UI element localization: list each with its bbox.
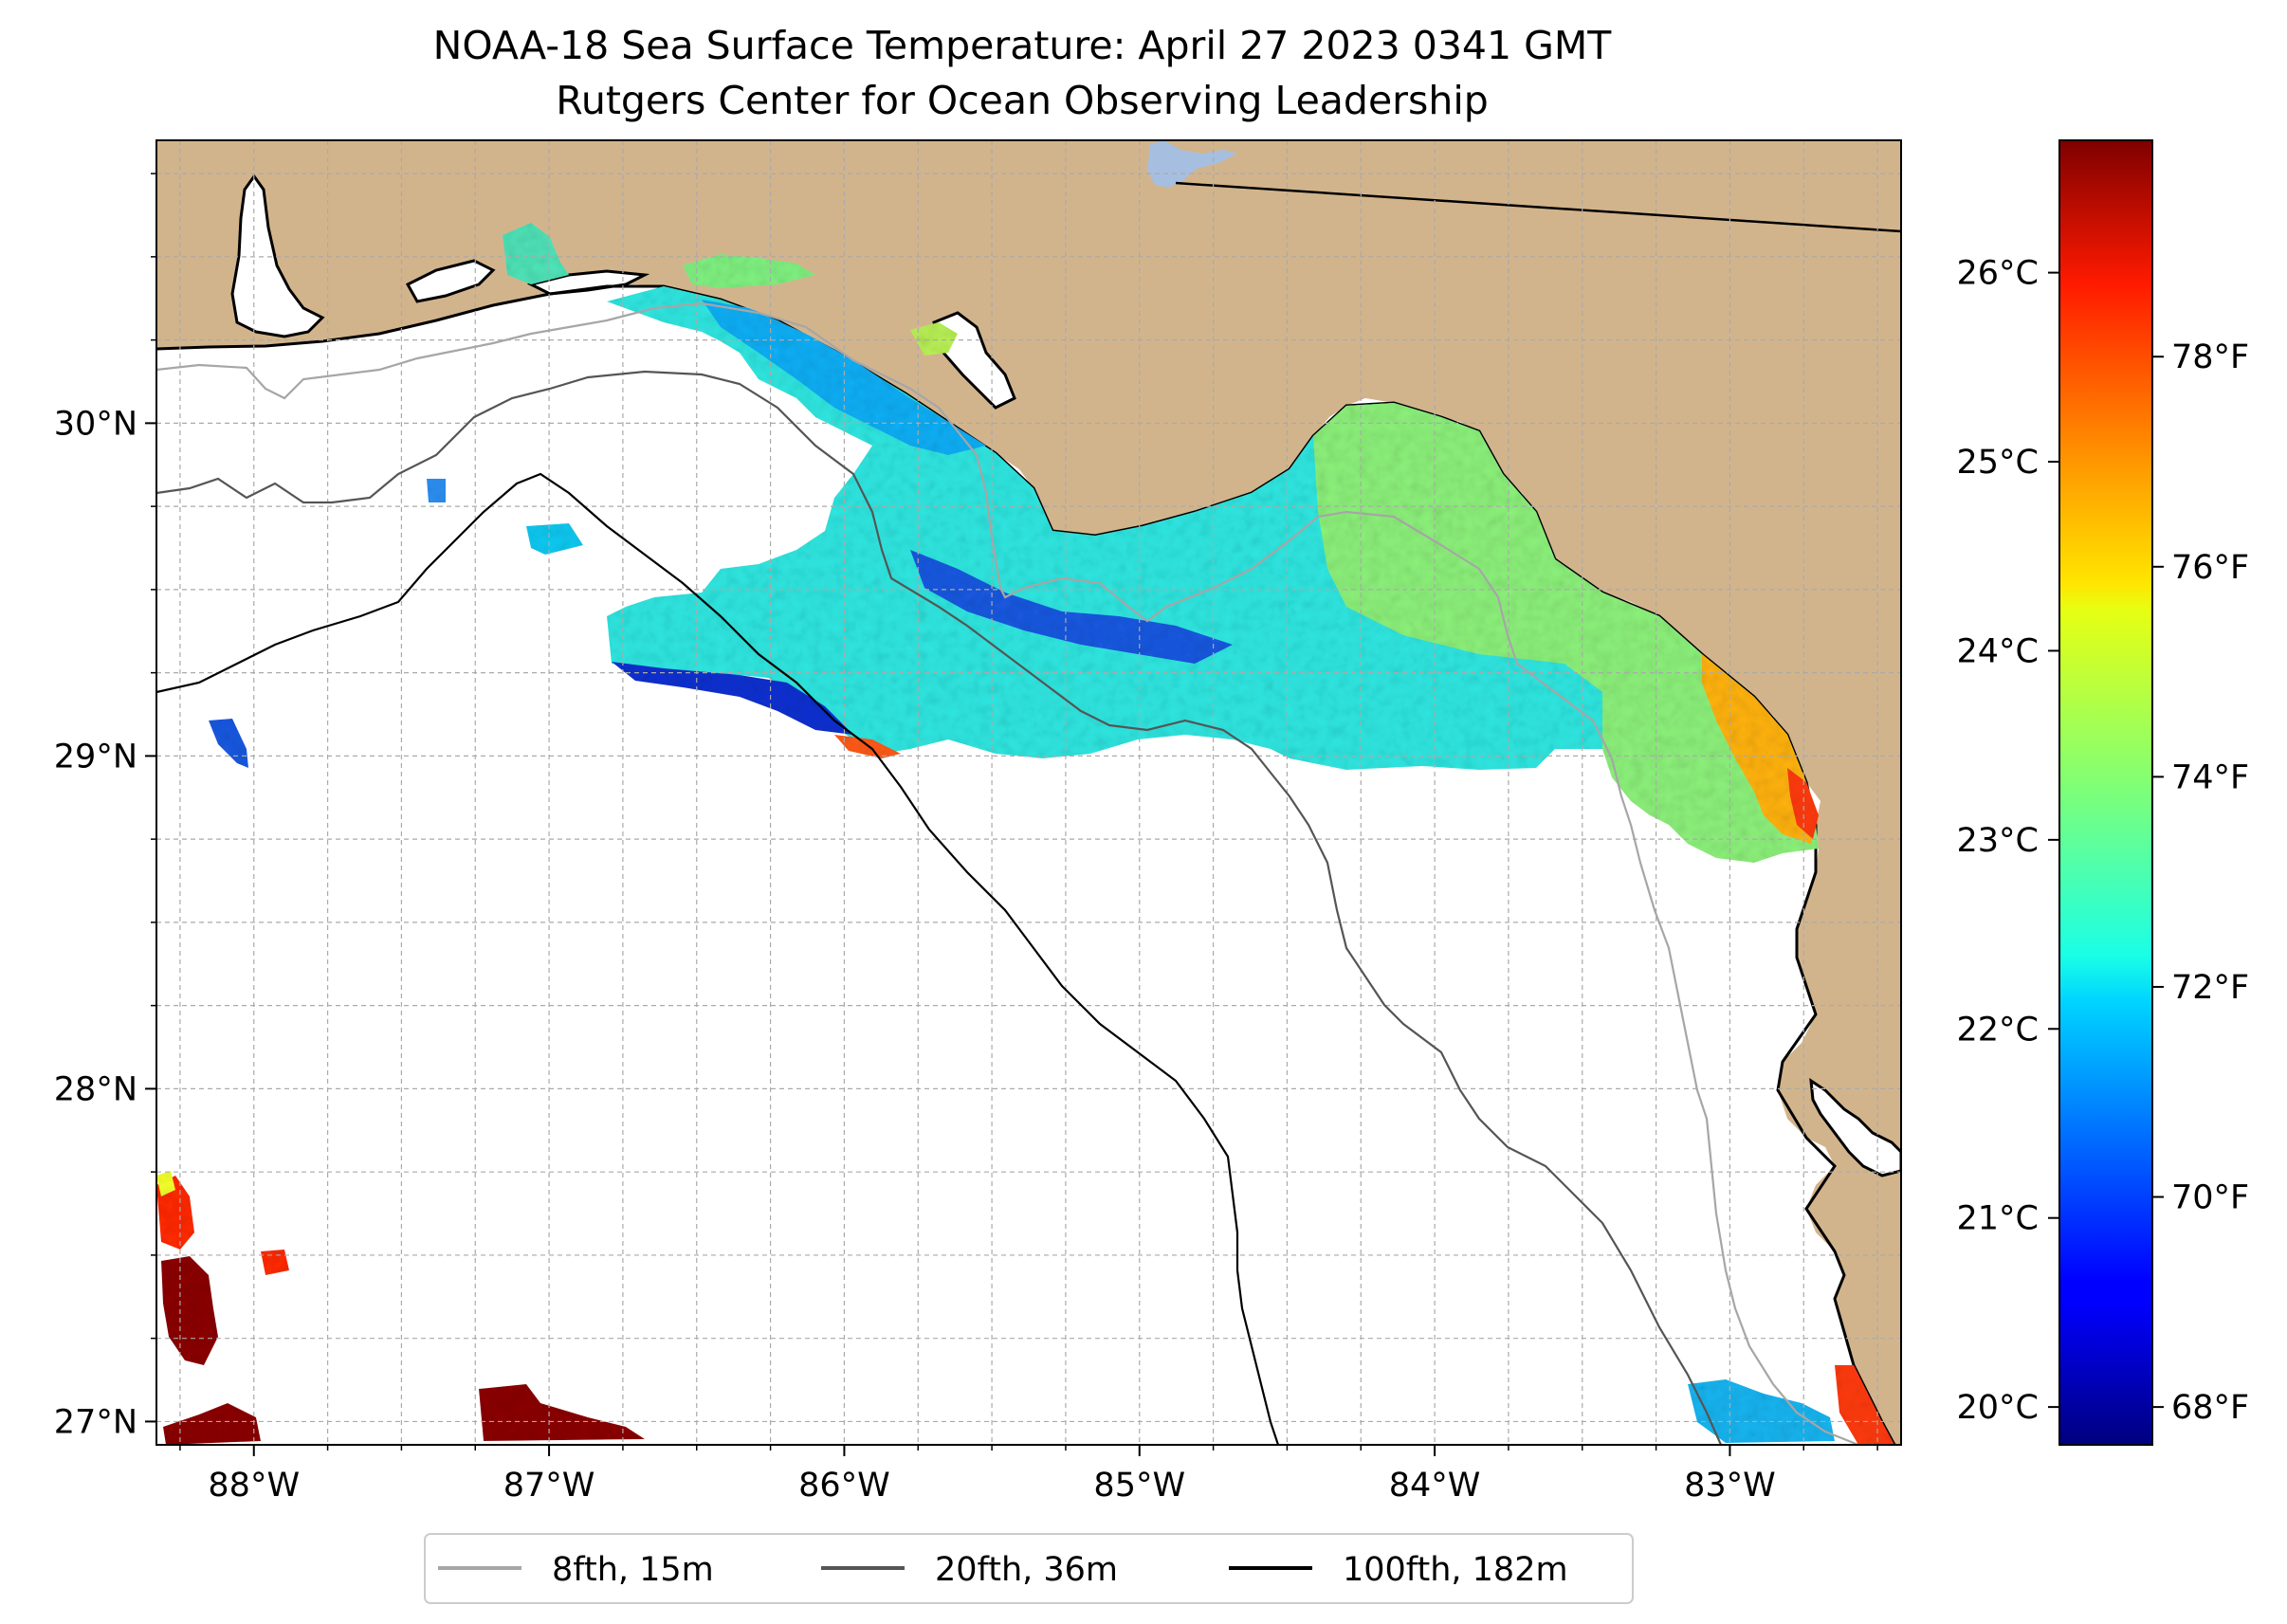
- colorbar-celsius-axis: 20°C 21°C 22°C 23°C 24°C 25°C 26°C: [1957, 255, 2059, 1427]
- sst-nearshore-band: [702, 300, 986, 455]
- sst-southern-edge: [612, 662, 853, 735]
- fahrenheit-tick-label: 78°F: [2171, 338, 2249, 376]
- celsius-tick-label: 21°C: [1957, 1200, 2039, 1238]
- lon-tick-label: 85°W: [1093, 1467, 1185, 1505]
- legend: 8fth, 15m 20fth, 36m 100fth, 182m: [424, 1533, 1634, 1604]
- lat-tick-label: 29°N: [54, 738, 137, 776]
- graticule: [156, 140, 1901, 1445]
- sst-sw-warm-3: [156, 1171, 175, 1196]
- latitude-axis: 27°N 28°N 29°N 30°N: [54, 173, 156, 1441]
- celsius-tick-label: 23°C: [1957, 822, 2039, 860]
- lon-tick-label: 88°W: [208, 1467, 300, 1505]
- title-line-1: NOAA-18 Sea Surface Temperature: April 2…: [433, 23, 1613, 68]
- lon-tick-label: 84°W: [1389, 1467, 1481, 1505]
- celsius-tick-label: 22°C: [1957, 1011, 2039, 1049]
- sst-se-warm: [1835, 1365, 1894, 1445]
- sst-sw-warm-6: [261, 1250, 289, 1275]
- sst-data-layer: [156, 223, 1894, 1445]
- pensacola-bay: [405, 259, 496, 303]
- fahrenheit-tick-label: 68°F: [2171, 1389, 2249, 1427]
- isobath-8fth: [156, 301, 1859, 1445]
- legend-box: [424, 1533, 1634, 1604]
- celsius-tick-label: 24°C: [1957, 632, 2039, 670]
- fahrenheit-tick-label: 74°F: [2171, 758, 2249, 796]
- sst-sw-warm-5: [479, 1384, 645, 1441]
- sst-coastal-red: [1787, 768, 1819, 839]
- legend-label-8fth: 8fth, 15m: [552, 1551, 714, 1589]
- tampa-bay: [1809, 1077, 1901, 1177]
- legend-label-100fth: 100fth, 182m: [1343, 1551, 1568, 1589]
- isobath-100fth: [156, 472, 1280, 1445]
- fahrenheit-tick-label: 72°F: [2171, 969, 2249, 1007]
- lon-tick-label: 83°W: [1684, 1467, 1776, 1505]
- colorbar: 20°C 21°C 22°C 23°C 24°C 25°C 26°C 68°F 70°F 72°…: [1957, 139, 2249, 1446]
- sst-bay-blob-1: [503, 223, 569, 284]
- fahrenheit-tick-label: 70°F: [2171, 1179, 2249, 1217]
- colorbar-frame: [2058, 139, 2153, 1446]
- lat-tick-label: 27°N: [54, 1403, 137, 1441]
- inland-lake: [1147, 140, 1237, 188]
- celsius-tick-label: 25°C: [1957, 444, 2039, 482]
- sst-eastern-warm: [1313, 403, 1819, 863]
- map-frame: [156, 139, 1902, 1446]
- fahrenheit-tick-label: 76°F: [2171, 549, 2249, 587]
- sst-west-speck-1: [209, 719, 248, 768]
- lon-tick-label: 87°W: [503, 1467, 595, 1505]
- longitude-axis: 88°W 87°W 86°W 85°W 84°W 83°W: [179, 1445, 1878, 1505]
- title-line-2: Rutgers Center for Ocean Observing Leade…: [556, 78, 1489, 123]
- sst-bay-blob-3: [910, 322, 958, 356]
- sst-se-patch: [1688, 1379, 1835, 1443]
- mobile-bay: [230, 173, 325, 338]
- legend-label-20fth: 20fth, 36m: [935, 1551, 1118, 1589]
- sst-bay-blob-2: [683, 254, 815, 288]
- celsius-tick-label: 20°C: [1957, 1389, 2039, 1427]
- sst-west-speck-3: [427, 479, 446, 502]
- land-mass: [156, 140, 1901, 1445]
- sst-coastal-orange: [1702, 654, 1819, 844]
- lat-tick-label: 30°N: [54, 405, 137, 443]
- lat-tick-label: 28°N: [54, 1070, 137, 1108]
- state-border: [1175, 181, 1901, 233]
- colorbar-fahrenheit-axis: 68°F 70°F 72°F 74°F 76°F 78°F: [2152, 338, 2249, 1427]
- map-panel: [156, 140, 1901, 1445]
- sst-sw-warm-4: [163, 1403, 261, 1445]
- sst-cool-core: [910, 550, 1233, 664]
- lon-tick-label: 86°W: [798, 1467, 890, 1505]
- sst-west-speck-2: [526, 523, 583, 555]
- celsius-tick-label: 26°C: [1957, 255, 2039, 293]
- isobath-20fth: [156, 370, 1723, 1445]
- colorbar-gradient: [2059, 140, 2152, 1445]
